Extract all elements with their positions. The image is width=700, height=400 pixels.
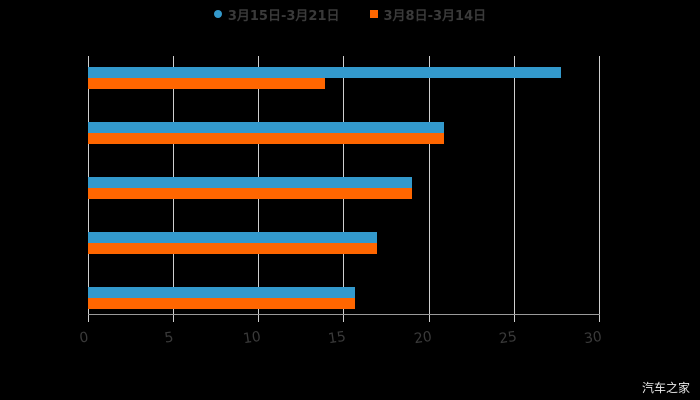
bar-series-2[interactable] [88, 298, 355, 309]
x-tick-label: 10 [242, 328, 262, 348]
x-tick-label: 0 [78, 329, 90, 347]
x-tick-label: 15 [327, 328, 347, 348]
circle-marker-icon [213, 10, 222, 18]
bar-series-1[interactable] [88, 177, 412, 188]
bar-series-2[interactable] [88, 243, 377, 254]
chart-legend: 3月15日-3月21日 3月8日-3月14日 [0, 4, 700, 24]
x-tick-label: 5 [163, 329, 175, 347]
bar-series-1[interactable] [88, 232, 377, 243]
bar-series-1[interactable] [88, 122, 444, 133]
bar-series-2[interactable] [88, 78, 325, 89]
gridline [599, 56, 600, 322]
x-tick-label: 30 [583, 328, 603, 348]
plot-area: 0 5 10 15 20 25 30 长安 起亚 别克 LITE 宝马 [78, 56, 603, 347]
x-axis-line [88, 314, 600, 315]
square-marker-icon [369, 10, 378, 18]
bar-series-2[interactable] [88, 188, 412, 199]
bar-series-2[interactable] [88, 133, 444, 144]
gridline [429, 56, 430, 322]
legend-label: 3月15日-3月21日 [227, 8, 340, 24]
x-tick-label: 20 [413, 328, 433, 348]
watermark-text: 汽车之家 [641, 381, 690, 395]
legend-item-series-1[interactable]: 3月15日-3月21日 [213, 5, 340, 24]
gridline [514, 56, 515, 322]
x-tick-label: 25 [498, 328, 518, 348]
legend-item-series-2[interactable]: 3月8日-3月14日 [369, 5, 487, 24]
bar-series-1[interactable] [88, 67, 561, 78]
legend-label: 3月8日-3月14日 [383, 8, 487, 24]
bar-series-1[interactable] [88, 287, 355, 298]
